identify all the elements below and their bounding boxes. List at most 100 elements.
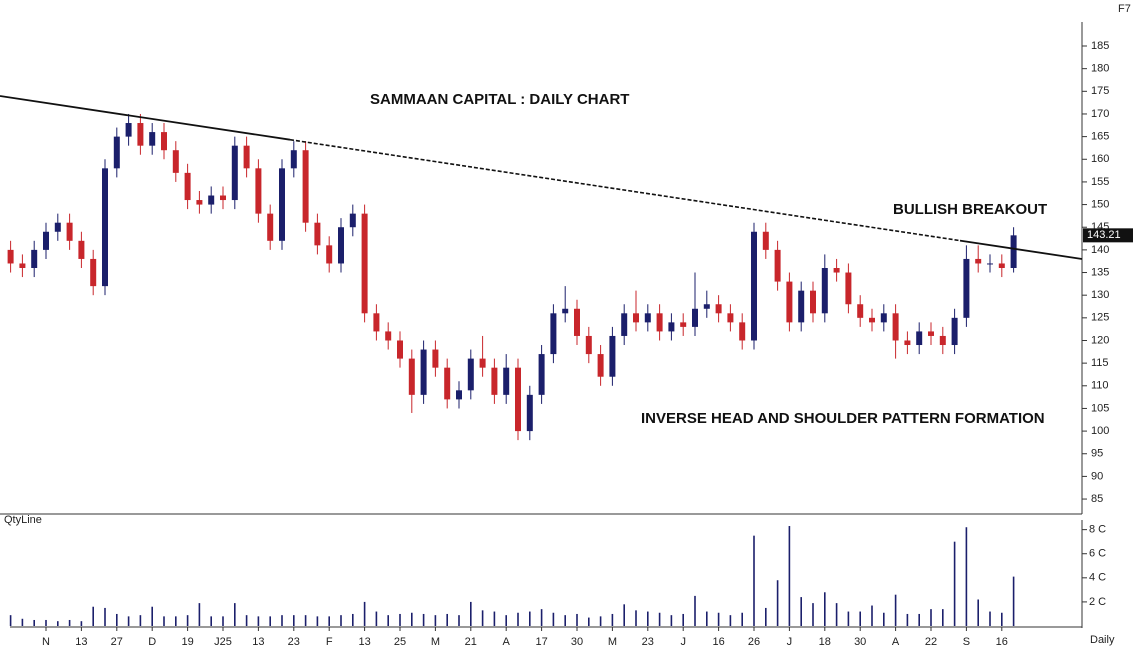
volume-bar (1012, 576, 1015, 626)
candle-body (361, 213, 368, 314)
volume-bar (399, 613, 401, 626)
y-tick-label: 185 (1091, 40, 1109, 52)
candle-body (869, 317, 875, 323)
volume-bar (245, 615, 248, 626)
volume-bar (989, 611, 991, 626)
y-tick-label: 100 (1091, 425, 1109, 437)
volume-bar (45, 619, 47, 626)
last-price-tag (1083, 228, 1133, 243)
candle-body (928, 331, 934, 336)
volume-bar (552, 612, 555, 626)
annotation: BULLISH BREAKOUT (893, 201, 1047, 218)
volume-bar (269, 616, 271, 626)
candle-body (7, 249, 14, 264)
volume-bar (942, 609, 944, 626)
volume-bar (894, 594, 897, 626)
candle-body (231, 145, 238, 201)
volume-bar (281, 615, 283, 626)
volume-bar (599, 616, 602, 626)
y-tick-label: 175 (1091, 85, 1109, 97)
volume-bar (9, 615, 12, 626)
volume-bar (57, 621, 59, 626)
volume-bar (906, 613, 909, 626)
x-tick-label: A (892, 636, 900, 648)
candle-body (774, 249, 781, 282)
candle-body (66, 222, 73, 241)
volume-bar (883, 612, 885, 626)
candle-body (503, 367, 510, 395)
volume-bar (753, 535, 755, 626)
volume-bar (340, 615, 342, 626)
volume-bar (422, 613, 425, 626)
volume-bar (930, 609, 932, 626)
x-tick-label: 17 (535, 636, 547, 648)
candle-body (585, 335, 592, 355)
x-tick-label: S (963, 636, 970, 648)
candle-body (102, 168, 108, 287)
candle-body (963, 258, 970, 318)
volume-bar (918, 613, 920, 626)
candle-body (515, 367, 521, 432)
candle-body (373, 313, 380, 332)
candle-body (54, 222, 61, 232)
volume-bar (411, 612, 413, 626)
candle-body (90, 258, 97, 287)
x-tick-label: 16 (712, 636, 724, 648)
volume-bar (776, 580, 779, 626)
plot: 8590951001051101151201251301351401451501… (7, 40, 1133, 648)
candle-body (798, 290, 805, 323)
candle-body (597, 354, 604, 377)
candle-body (456, 390, 462, 400)
candle-body (385, 331, 392, 341)
volume-bar (859, 611, 861, 626)
x-tick-label: 27 (111, 636, 123, 648)
volume-bar (163, 616, 165, 626)
candle-body (951, 317, 958, 346)
candle-body (467, 358, 474, 391)
y-tick-label: 120 (1091, 334, 1109, 346)
x-tick-label: J (680, 636, 686, 648)
x-tick-label: 19 (181, 636, 193, 648)
candle-body (208, 195, 215, 205)
volume-bar (706, 611, 708, 626)
x-tick-label: 30 (571, 636, 583, 648)
volume-bar (505, 615, 507, 626)
volume-bar (234, 603, 236, 626)
volume-bar (729, 615, 732, 626)
candle-body (137, 123, 144, 146)
volume-bar (446, 613, 448, 626)
volume-bar (458, 615, 460, 626)
y-tick-label: 180 (1091, 63, 1109, 75)
volume-bar (765, 607, 767, 626)
volume-bar (33, 619, 35, 626)
candle-body (680, 322, 687, 327)
volume-bar (529, 611, 531, 626)
y-tick-label: 170 (1091, 108, 1109, 120)
x-tick-label: 25 (394, 636, 406, 648)
volume-bar (198, 603, 201, 626)
x-tick-label: M (608, 636, 617, 648)
volume-bar (186, 615, 189, 626)
x-tick-label: 13 (358, 636, 370, 648)
volume-bar (127, 616, 130, 626)
y-tick-label: 85 (1091, 493, 1103, 505)
y-tick-label: 90 (1091, 470, 1103, 482)
candle-body (125, 123, 132, 137)
candle-body (220, 195, 226, 201)
candle-body (538, 354, 545, 395)
candle-body (31, 249, 38, 268)
x-tick-label: 22 (925, 636, 937, 648)
volume-bar (977, 599, 979, 626)
volume-bar (741, 612, 743, 626)
candle-body (880, 313, 887, 323)
candle-body (810, 290, 816, 314)
candle-body (892, 313, 899, 341)
volume-bar (800, 597, 802, 626)
candle-body (857, 304, 864, 318)
candle-body (633, 313, 639, 323)
candle-body (113, 136, 120, 169)
x-tick-label: J (787, 636, 793, 648)
candle-body (397, 340, 403, 359)
candle-body (526, 394, 533, 432)
